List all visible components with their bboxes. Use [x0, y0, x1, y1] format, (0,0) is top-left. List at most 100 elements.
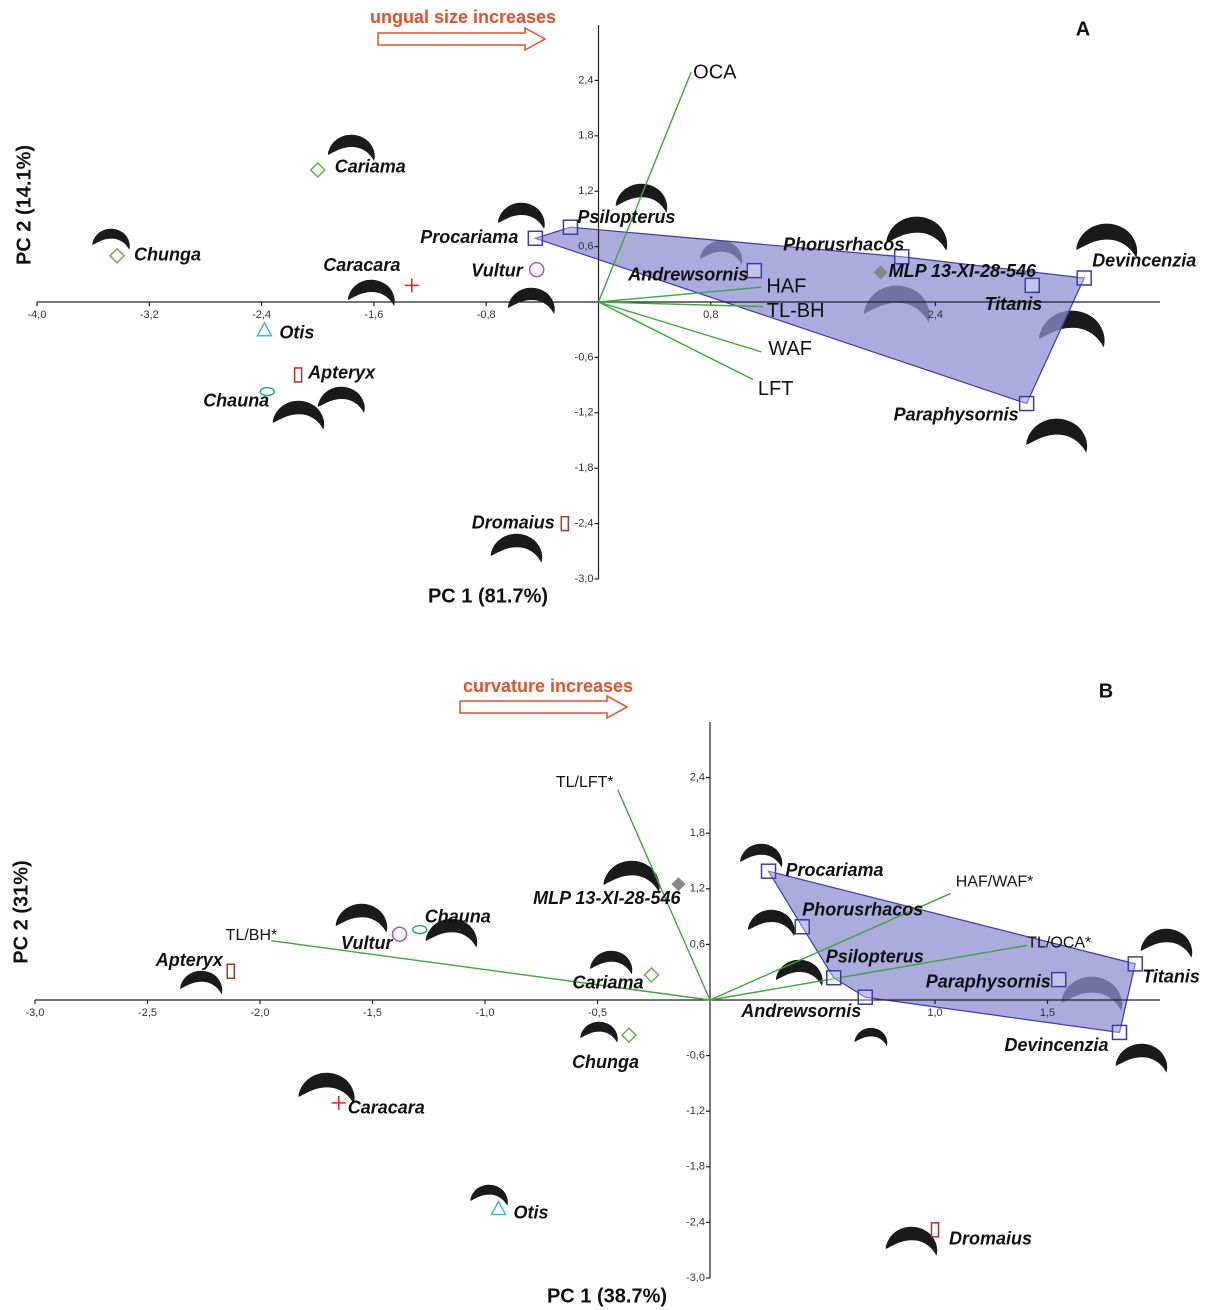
point-label: Titanis [1142, 967, 1200, 987]
point-label: Procariama [420, 227, 518, 247]
point [528, 231, 542, 245]
point-label: Caracara [348, 1098, 425, 1118]
point-label: Caracara [323, 255, 400, 275]
point-label: Apteryx [155, 950, 224, 970]
x-tick-label: -1,6 [364, 309, 383, 321]
y-axis-label: PC 2 (31%) [10, 860, 32, 963]
point [747, 264, 761, 278]
loading-label: TL/BH* [226, 927, 278, 944]
point [827, 971, 841, 985]
y-tick-label: -1,2 [575, 407, 594, 419]
point-label: Dromaius [472, 512, 555, 532]
point [1025, 278, 1039, 292]
loading-label: WAF [768, 338, 812, 360]
loading-label: TL-BH [767, 300, 825, 322]
point [1052, 973, 1066, 987]
loading-label: TL/OCA* [1027, 935, 1091, 952]
point-label: Chunga [572, 1052, 639, 1072]
point-label: Dromaius [949, 1229, 1032, 1249]
x-tick-label: 1,0 [927, 1007, 942, 1019]
x-tick-label: -3,0 [26, 1007, 45, 1019]
x-tick-label: 0,8 [703, 309, 718, 321]
y-tick-label: 1,8 [578, 130, 593, 142]
point-label: Psilopterus [577, 207, 675, 227]
point-label: Cariama [572, 973, 643, 993]
point [332, 1096, 346, 1110]
page: {"chart_data": [ {"type": "biplot", "tit… [0, 0, 1223, 1310]
point [932, 1223, 939, 1237]
point-label: MLP 13-XI-28-546 [533, 888, 681, 908]
point [561, 517, 568, 531]
x-tick-label: -4,0 [28, 309, 47, 321]
y-tick-label: 1,2 [578, 185, 593, 197]
y-tick-label: 0,6 [578, 241, 593, 253]
claw-icon [590, 951, 632, 975]
claw-icon [470, 1185, 507, 1206]
point [645, 968, 659, 982]
point-label: Devincenzia [1004, 1035, 1108, 1055]
point-label: Titanis [985, 294, 1043, 314]
y-tick-label: -0,6 [575, 351, 594, 363]
figure: -4,0-3,2-2,4-1,6-0,80,82,42,41,81,20,6-0… [0, 0, 1223, 1310]
claw-icon [1026, 419, 1087, 453]
claw-icon [508, 288, 555, 314]
y-tick-label: -1,8 [686, 1161, 705, 1173]
annotation: ungual size increases [370, 7, 556, 27]
point-label: Chunga [134, 245, 201, 265]
claw-icon [580, 1022, 617, 1043]
claw-icon [1116, 1044, 1167, 1073]
point [795, 920, 809, 934]
y-tick-label: -1,2 [686, 1105, 705, 1117]
point-label: Psilopterus [826, 947, 924, 967]
point-label: Paraphysornis [926, 971, 1051, 991]
x-tick-label: -2,4 [252, 309, 271, 321]
x-tick-label: 1,5 [1040, 1007, 1055, 1019]
point [1128, 957, 1142, 971]
claw-icon [92, 229, 129, 250]
loading-label: HAF/WAF* [956, 874, 1034, 891]
claw-icon [318, 387, 365, 413]
panel-title: B [1099, 680, 1113, 702]
point [405, 278, 419, 292]
y-tick-label: 1,8 [690, 827, 705, 839]
point [413, 926, 427, 934]
point [492, 1202, 506, 1215]
loading-label: OCA [693, 61, 737, 83]
point [227, 964, 234, 978]
x-axis-label: PC 1 (81.7%) [428, 585, 548, 607]
y-tick-label: -1,8 [575, 462, 594, 474]
point-label: Apteryx [307, 363, 376, 383]
x-tick-label: -2,0 [251, 1007, 270, 1019]
point [1020, 397, 1034, 411]
point [311, 163, 325, 177]
point-label: Phorusrhacos [783, 235, 904, 255]
panel-title: A [1076, 18, 1090, 40]
claw-icon [273, 401, 324, 430]
x-tick-label: -0,8 [477, 309, 496, 321]
point [563, 220, 577, 234]
point-label: Otis [279, 322, 314, 342]
claw-icon [180, 971, 222, 995]
y-tick-label: -3,0 [575, 573, 594, 585]
point-label: Chauna [203, 390, 269, 410]
x-tick-label: -1,0 [476, 1007, 495, 1019]
y-tick-label: -2,4 [686, 1216, 705, 1228]
point-label: Paraphysornis [894, 404, 1019, 424]
x-tick-label: -2,5 [138, 1007, 157, 1019]
point [110, 249, 124, 263]
y-tick-label: -2,4 [575, 518, 594, 530]
point-label: Chauna [425, 906, 491, 926]
claw-icon [498, 203, 545, 229]
point-label: Andrewsornis [627, 264, 748, 284]
x-axis-label: PC 1 (38.7%) [547, 1285, 667, 1307]
y-tick-label: -3,0 [686, 1272, 705, 1284]
point [530, 263, 544, 277]
annotation-arrow [460, 696, 627, 718]
point [762, 864, 776, 878]
x-tick-label: -1,5 [363, 1007, 382, 1019]
claw-icon [491, 534, 542, 563]
claw-icon [855, 1028, 888, 1046]
loading-vector [271, 941, 710, 1000]
point-label: Andrewsornis [740, 1001, 861, 1021]
y-tick-label: 1,2 [690, 883, 705, 895]
